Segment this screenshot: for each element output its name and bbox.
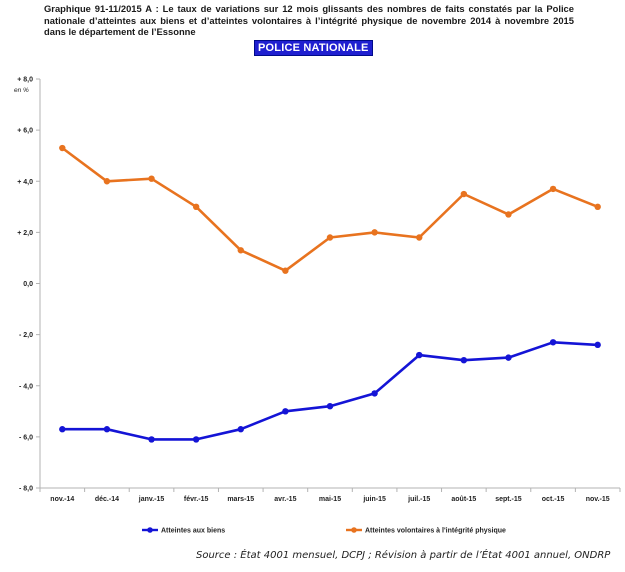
data-point [59,144,66,152]
legend-item: Atteintes aux biens [142,527,225,535]
legend-label: Atteintes volontaires à l'intégrité phys… [365,528,506,535]
series-line [62,340,598,441]
data-point [505,354,512,361]
y-tick-label: 0,0 [23,281,33,288]
data-point [192,203,200,211]
data-point [460,190,468,198]
data-point [460,356,468,364]
y-tick-label: - 4,0 [19,383,33,390]
legend-label: Atteintes aux biens [161,528,225,535]
x-tick-label: nov.-15 [586,496,610,503]
legend-swatch-marker [351,527,357,533]
police-nationale-badge: POLICE NATIONALE [254,40,373,56]
x-tick-label: nov.-14 [50,496,74,503]
series-line [61,146,599,273]
legend-swatch-marker [147,527,153,533]
data-point [148,436,155,443]
data-point [282,267,289,274]
legend: Atteintes aux biens Atteintes volontaires… [142,527,506,535]
chart-title: Graphique 91-11/2015 A : Le taux de vari… [44,3,574,37]
x-tick-label: avr.-15 [274,496,296,503]
y-axis-unit: en % [14,87,29,94]
x-tick-label: janv.-15 [138,496,165,503]
series-lines [59,144,601,443]
data-point [192,436,200,443]
x-tick-label: déc.-14 [95,496,119,503]
data-point [103,178,111,185]
y-tick-label: - 6,0 [19,434,33,441]
x-tick-label: oct.-15 [542,496,565,503]
data-point [416,234,423,241]
y-tick-label: - 2,0 [19,332,33,339]
y-tick-label: + 8,0 [17,77,33,84]
data-point [59,426,66,433]
x-tick-label: sept.-15 [495,496,522,503]
x-tick-label: août-15 [451,496,476,503]
y-tick-label: - 8,0 [19,486,33,493]
data-point [103,426,111,433]
data-point [594,203,601,211]
x-tick-label: févr.-15 [184,496,209,503]
series-atteintes-aux-biens [59,339,601,443]
data-point [237,247,244,254]
data-point [148,175,155,182]
legend-item: Atteintes volontaires à l'intégrité phys… [346,527,506,535]
x-axis-ticks: nov.-14 déc.-14 janv.-15 févr.-15 mars-15 avr… [39,488,621,503]
series-atteintes-integrite-physique [59,144,601,274]
data-point [282,408,289,415]
data-point [416,351,423,359]
x-tick-label: juin-15 [362,496,386,503]
y-tick-label: + 6,0 [17,128,33,135]
x-tick-label: mai-15 [319,496,341,503]
y-tick-label: + 4,0 [17,179,33,186]
y-axis-ticks: + 8,0 + 6,0 + 4,0 + 2,0 0,0 - 2,0 - 4,0 - 6,0 - … [17,77,40,493]
source-note: Source : État 4001 mensuel, DCPJ ; Révis… [196,550,611,561]
data-point [549,185,557,193]
data-point [505,211,512,218]
axes [39,79,620,489]
data-point [371,229,378,236]
data-point [594,341,601,349]
x-tick-label: juil.-15 [407,496,430,503]
data-point [326,234,334,241]
data-point [549,339,557,346]
data-point [371,390,378,397]
y-tick-label: + 2,0 [17,230,33,237]
data-point [237,426,244,433]
data-point [326,403,334,410]
x-tick-label: mars-15 [227,496,254,503]
